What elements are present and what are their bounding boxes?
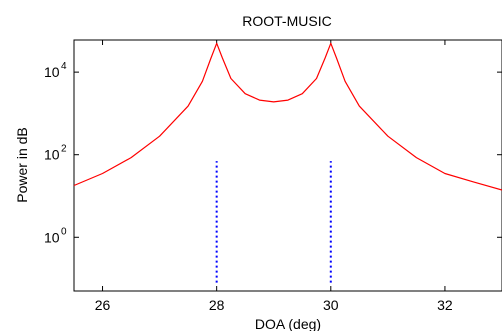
spectrum-series — [73, 42, 502, 191]
y-tick-label: 10 — [44, 64, 60, 80]
spectrum-line — [73, 42, 502, 191]
y-tick-exponent: 0 — [61, 226, 67, 237]
y-tick-label: 10 — [44, 229, 60, 245]
y-axis-label: Power in dB — [14, 127, 30, 202]
x-tick-label: 32 — [437, 297, 453, 313]
x-axis-ticks: 26 28 30 32 — [95, 40, 453, 313]
plot-area — [73, 39, 502, 292]
x-tick-label: 26 — [95, 297, 111, 313]
doa-markers — [215, 161, 332, 283]
y-tick-label: 10 — [44, 147, 60, 163]
y-tick-exponent: 2 — [61, 144, 67, 155]
x-axis-label: DOA (deg) — [255, 316, 321, 331]
y-tick-exponent: 4 — [61, 61, 67, 72]
x-tick-label: 28 — [209, 297, 225, 313]
x-tick-label: 30 — [323, 297, 339, 313]
chart-title: ROOT-MUSIC — [242, 13, 331, 29]
